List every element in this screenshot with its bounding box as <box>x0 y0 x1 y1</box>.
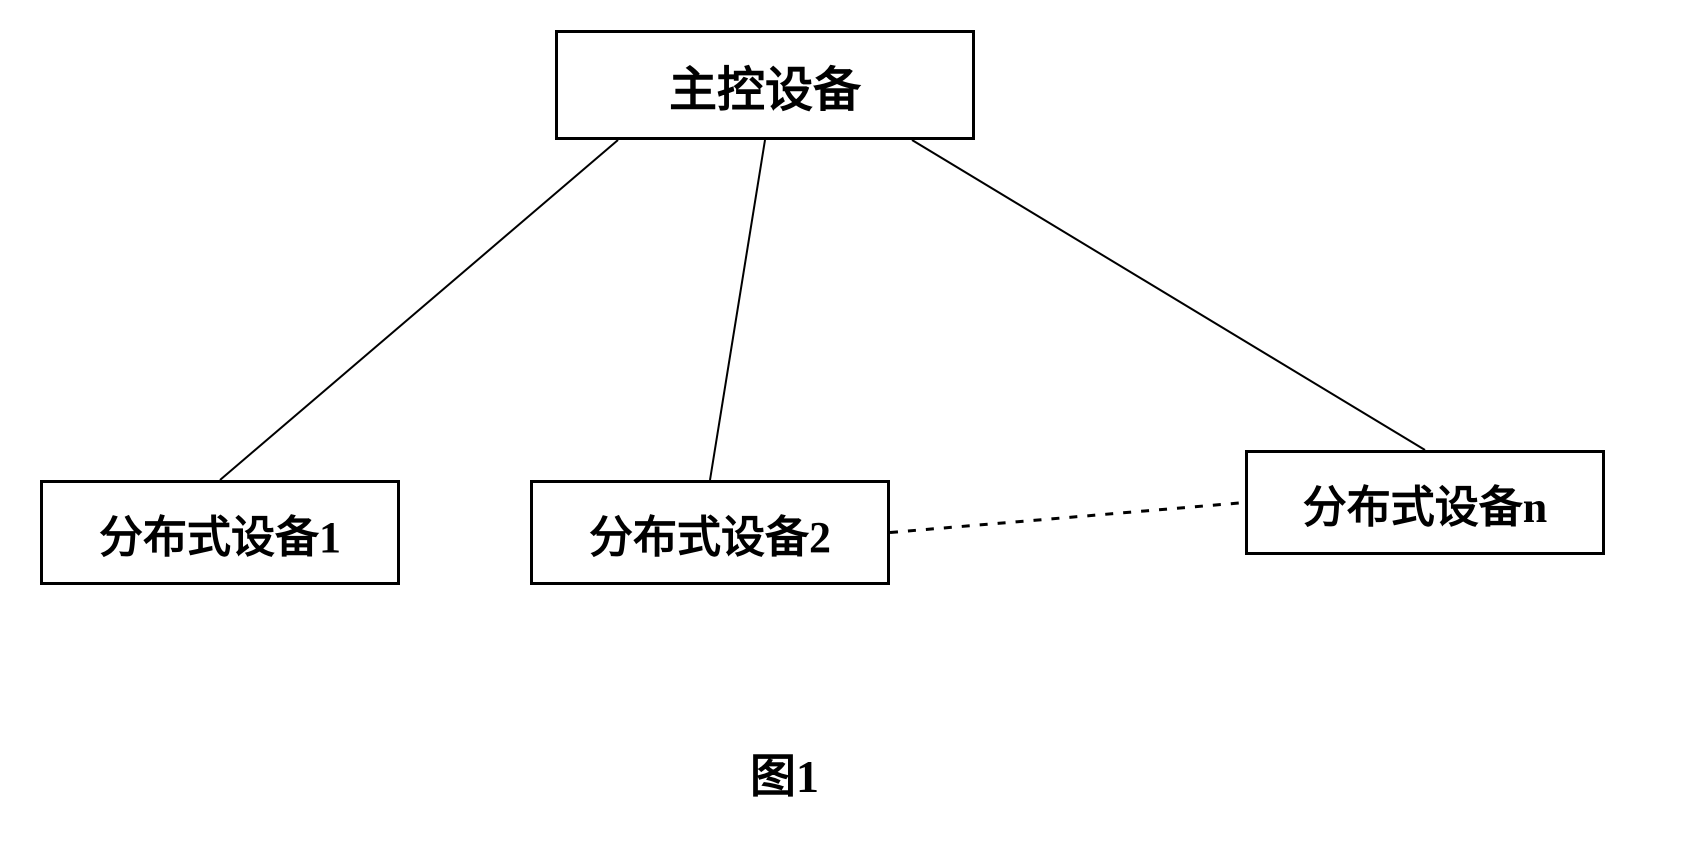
node-dist1-label: 分布式设备1 <box>99 501 341 565</box>
node-master: 主控设备 <box>555 30 975 140</box>
edge <box>912 140 1425 450</box>
node-master-label: 主控设备 <box>669 50 861 120</box>
edge <box>890 503 1245 533</box>
node-dist1: 分布式设备1 <box>40 480 400 585</box>
figure-caption: 图1 <box>750 740 819 806</box>
diagram-canvas: 主控设备 分布式设备1 分布式设备2 分布式设备n 图1 <box>0 0 1693 846</box>
node-distn: 分布式设备n <box>1245 450 1605 555</box>
edge <box>220 140 618 480</box>
node-dist2: 分布式设备2 <box>530 480 890 585</box>
edge <box>710 140 765 480</box>
node-distn-label: 分布式设备n <box>1303 471 1547 535</box>
node-dist2-label: 分布式设备2 <box>589 501 831 565</box>
